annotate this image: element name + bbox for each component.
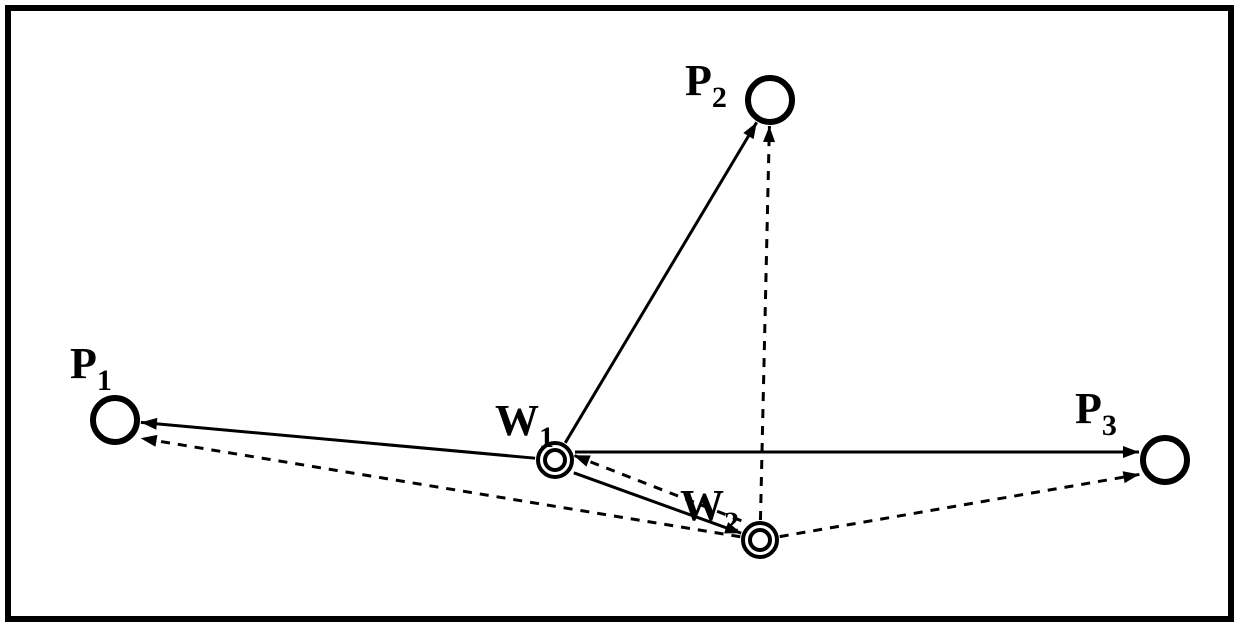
arrowhead-W2-P2 — [763, 126, 775, 142]
label-W2-sub: 2 — [724, 506, 739, 539]
label-P2-sub: 2 — [712, 81, 727, 114]
label-P1: P1 — [70, 339, 112, 397]
label-P3-main: P — [1075, 384, 1102, 433]
label-P3-sub: 3 — [1102, 409, 1117, 442]
arrowhead-W2-P1 — [141, 435, 158, 447]
label-P2-main: P — [685, 56, 712, 105]
label-P3: P3 — [1075, 384, 1117, 442]
node-P1 — [93, 398, 137, 442]
label-P1-sub: 1 — [97, 364, 112, 397]
label-W1: W1 — [495, 396, 554, 454]
label-W1-main: W — [495, 396, 539, 445]
node-W2-inner — [750, 530, 770, 550]
arrowhead-W1-P2 — [743, 122, 756, 139]
edges-layer — [141, 122, 1140, 536]
node-P3 — [1143, 438, 1187, 482]
diagram-canvas: P1P2P3W1W2 — [0, 0, 1239, 627]
edge-W2-P2 — [760, 126, 769, 520]
edge-W2-P3 — [780, 474, 1140, 536]
arrowhead-W1-P3 — [1123, 446, 1139, 458]
label-W1-sub: 1 — [539, 421, 554, 454]
frame-border — [8, 8, 1231, 619]
label-P1-main: P — [70, 339, 97, 388]
label-W2-main: W — [680, 481, 724, 530]
label-P2: P2 — [685, 56, 727, 114]
node-P2 — [748, 78, 792, 122]
edge-W1-P2 — [565, 122, 756, 443]
arrowhead-W2-P3 — [1123, 471, 1140, 483]
labels-layer: P1P2P3W1W2 — [70, 56, 1117, 539]
edge-W1-P1 — [141, 422, 535, 458]
arrowhead-W2-W1 — [574, 455, 591, 466]
label-W2: W2 — [680, 481, 739, 539]
